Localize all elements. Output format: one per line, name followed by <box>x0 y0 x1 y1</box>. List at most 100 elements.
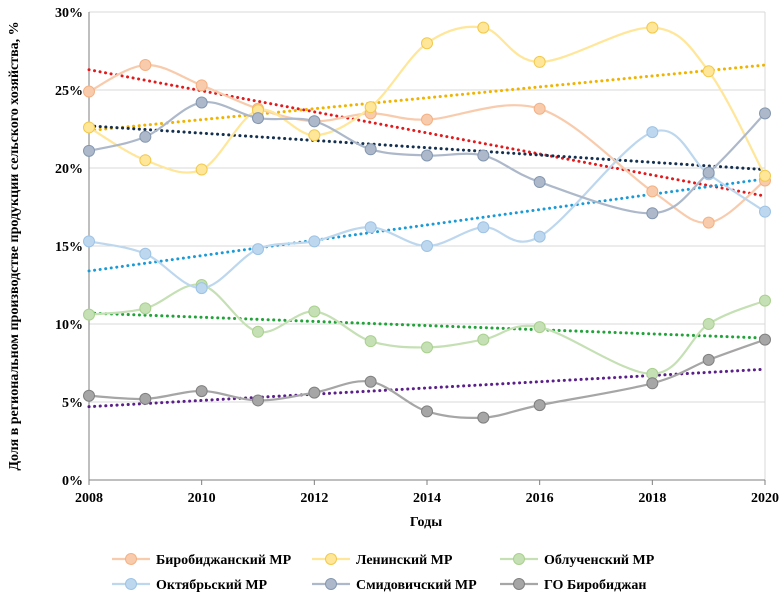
trend-line <box>87 63 767 133</box>
data-point <box>83 389 95 402</box>
data-point <box>759 169 771 182</box>
x-tick-label: 2012 <box>300 491 328 506</box>
y-tick-label: 0% <box>62 474 83 489</box>
data-point <box>195 79 208 92</box>
data-point <box>308 115 321 128</box>
data-point <box>759 333 771 346</box>
data-point <box>421 240 433 252</box>
legend: Биробиджанский МР Ленинский МР Облученский… <box>112 553 655 593</box>
data-point <box>364 375 377 388</box>
data-point <box>139 247 152 260</box>
data-point <box>252 394 264 407</box>
data-point <box>477 221 490 234</box>
y-tick-label: 15% <box>55 240 83 255</box>
y-axis-title: Доля в региональном производстве продукц… <box>7 21 22 470</box>
trend-line <box>87 367 767 409</box>
data-point <box>83 121 95 134</box>
data-point <box>139 130 152 143</box>
trend-line <box>87 177 767 273</box>
data-point <box>533 399 546 412</box>
legend-label: Облученский МР <box>544 553 655 568</box>
y-tick-label: 5% <box>62 396 83 411</box>
data-point <box>421 341 433 354</box>
data-point <box>195 163 208 176</box>
data-point <box>364 335 377 348</box>
x-axis-title: Годы <box>410 515 442 530</box>
trend-line <box>87 311 767 340</box>
series-line <box>88 283 766 376</box>
legend-item: Биробиджанский МР <box>112 553 292 568</box>
data-point <box>364 143 377 156</box>
series-markers <box>83 21 771 424</box>
data-point <box>759 107 771 120</box>
data-point <box>646 21 659 34</box>
data-point <box>139 302 152 315</box>
tick-labels: 0% 5% 10% 15% 20% 25% 30% 2008 2010 2012 2014 2016 2… <box>55 6 779 506</box>
legend-item: Облученский МР <box>500 553 655 568</box>
data-point <box>364 221 377 234</box>
x-tick-label: 2016 <box>526 491 554 506</box>
data-point <box>759 205 771 218</box>
data-point <box>83 85 95 98</box>
data-point <box>195 96 208 109</box>
data-point <box>83 235 95 248</box>
data-point <box>533 321 546 334</box>
data-point <box>308 129 321 142</box>
data-point <box>533 230 546 243</box>
data-point <box>533 102 546 115</box>
data-point <box>421 149 433 162</box>
data-point <box>252 325 264 338</box>
data-point <box>759 294 771 307</box>
data-point <box>308 305 321 318</box>
data-point <box>421 405 433 418</box>
data-point <box>702 166 715 179</box>
data-point <box>139 154 152 167</box>
data-point <box>702 318 715 330</box>
x-tick-label: 2020 <box>751 491 779 506</box>
data-point <box>421 37 433 50</box>
data-point <box>195 385 208 398</box>
data-point <box>646 126 659 139</box>
data-point <box>308 235 321 248</box>
data-point <box>139 59 152 72</box>
data-point <box>308 386 321 399</box>
y-tick-label: 20% <box>55 162 83 177</box>
data-point <box>421 113 433 126</box>
legend-label: Ленинский МР <box>356 553 453 568</box>
data-point <box>83 144 95 157</box>
legend-item: Ленинский МР <box>312 553 453 568</box>
legend-label: Октябрьский МР <box>156 578 268 593</box>
y-tick-label: 10% <box>55 318 83 333</box>
data-point <box>533 55 546 68</box>
data-point <box>477 149 490 162</box>
legend-label: ГО Биробиджан <box>544 578 646 593</box>
data-point <box>646 207 659 220</box>
data-point <box>477 411 490 424</box>
data-point <box>252 112 264 125</box>
data-point <box>477 21 490 34</box>
data-point <box>702 65 715 78</box>
series-lines <box>88 25 766 420</box>
data-point <box>364 101 377 114</box>
legend-item: Октябрьский МР <box>112 578 268 593</box>
legend-marker <box>125 553 137 565</box>
data-point <box>646 185 659 198</box>
y-tick-label: 30% <box>55 6 83 21</box>
legend-item: Смидовичский МР <box>312 578 477 593</box>
x-tick-label: 2008 <box>75 491 103 506</box>
data-point <box>195 282 208 295</box>
x-tick-label: 2018 <box>638 491 666 506</box>
legend-label: Биробиджанский МР <box>156 553 292 568</box>
trend-line <box>87 124 767 172</box>
series-line <box>88 63 766 224</box>
legend-label: Смидовичский МР <box>356 578 477 593</box>
x-tick-label: 2010 <box>188 491 216 506</box>
legend-marker <box>125 578 137 590</box>
data-point <box>702 216 715 229</box>
x-tick-label: 2014 <box>413 491 441 506</box>
legend-marker <box>513 578 525 590</box>
data-point <box>533 176 546 189</box>
y-tick-label: 25% <box>55 84 83 99</box>
data-point <box>252 243 264 256</box>
